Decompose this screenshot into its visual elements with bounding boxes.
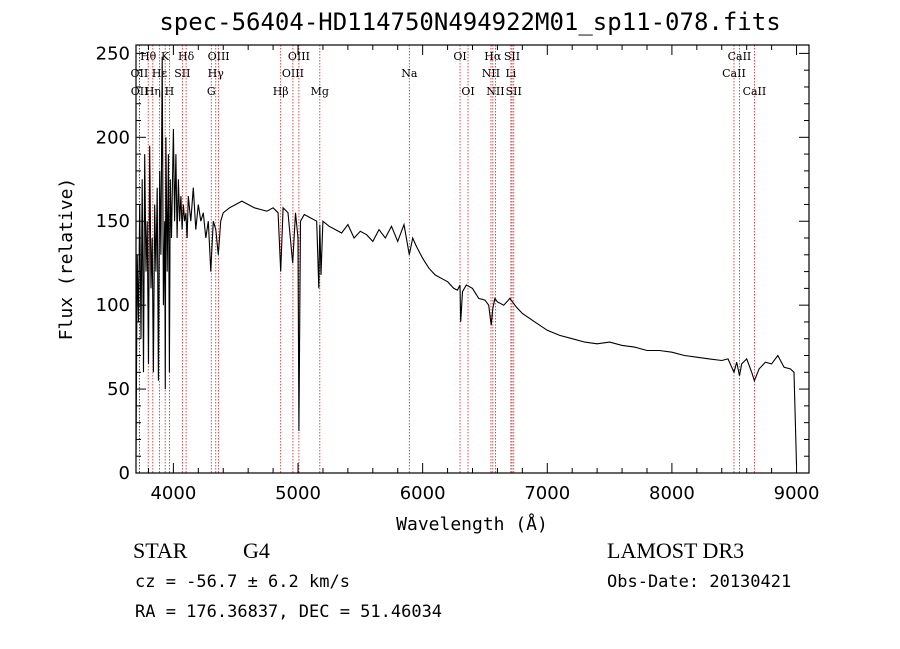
survey-name: LAMOST DR3 xyxy=(607,538,745,563)
x-tick-label: 8000 xyxy=(649,483,695,504)
spectral-line-label: NII xyxy=(482,67,500,80)
spectral-line-label: Mg xyxy=(311,85,329,98)
plot-frame xyxy=(135,44,810,474)
spectral-line-label: Hε xyxy=(152,67,168,80)
spectral-line-label: OI xyxy=(453,50,466,63)
flux-series-line xyxy=(135,56,798,465)
spectral-line-label: OI xyxy=(461,85,474,98)
spectral-line-label: Li xyxy=(505,67,516,80)
spectral-line-label: Hδ xyxy=(178,50,195,63)
spectral-line-label: SII xyxy=(504,50,520,63)
spectral-line-label: CaII xyxy=(722,67,746,80)
x-tick-label: 7000 xyxy=(524,483,570,504)
observation-date: Obs-Date: 20130421 xyxy=(607,572,792,592)
y-tick-label: 200 xyxy=(96,127,130,148)
spectral-line-label: SII xyxy=(506,85,522,98)
spectral-line-label: OII xyxy=(131,67,149,80)
spectral-line-label: H xyxy=(165,85,175,98)
y-tick-label: 100 xyxy=(96,295,130,316)
spectral-line-label: CaII xyxy=(728,50,752,63)
coordinates: RA = 176.36837, DEC = 51.46034 xyxy=(135,602,443,622)
spectral-line-label: Na xyxy=(401,67,418,80)
object-class: STAR xyxy=(133,538,188,563)
spectral-line-label: NII xyxy=(486,85,504,98)
y-tick-label: 50 xyxy=(107,379,130,400)
spectral-line-label: OIII xyxy=(208,50,230,63)
chart-title: spec-56404-HD114750N494922M01_sp11-078.f… xyxy=(159,8,781,36)
spectral-line-label: Hβ xyxy=(273,85,289,98)
x-axis-label: Wavelength (Å) xyxy=(396,513,548,535)
spectral-line-label: Hα xyxy=(484,50,502,63)
redshift-velocity: cz = -56.7 ± 6.2 km/s xyxy=(135,572,350,592)
spectral-line-label: Hη xyxy=(145,85,161,98)
spectral-line-label: Hθ xyxy=(140,50,157,63)
y-axis-label: Flux (relative) xyxy=(56,178,77,341)
object-subclass: G4 xyxy=(243,538,270,563)
spectral-line-label: CaII xyxy=(743,85,767,98)
y-axis-ticks: 0 50 100 150 200 250 xyxy=(96,43,809,484)
y-tick-label: 0 xyxy=(119,463,130,484)
y-tick-label: 250 xyxy=(96,43,130,64)
spectral-line-label: Hγ xyxy=(208,67,225,80)
spectral-line-label: OIII xyxy=(288,50,310,63)
spectral-line-label: OII xyxy=(131,85,149,98)
y-tick-label: 150 xyxy=(96,211,130,232)
spectral-line-label: SII xyxy=(174,67,190,80)
x-tick-label: 9000 xyxy=(774,483,820,504)
spectral-line-label: OIII xyxy=(282,67,304,80)
spectral-line-label: G xyxy=(207,85,216,98)
x-tick-label: 4000 xyxy=(150,483,196,504)
spectral-line-label: K xyxy=(161,50,170,63)
x-axis-ticks: 4000 5000 6000 7000 8000 9000 xyxy=(147,45,820,504)
emission-lines-layer xyxy=(138,45,755,473)
x-tick-label: 6000 xyxy=(400,483,446,504)
x-tick-label: 5000 xyxy=(275,483,321,504)
